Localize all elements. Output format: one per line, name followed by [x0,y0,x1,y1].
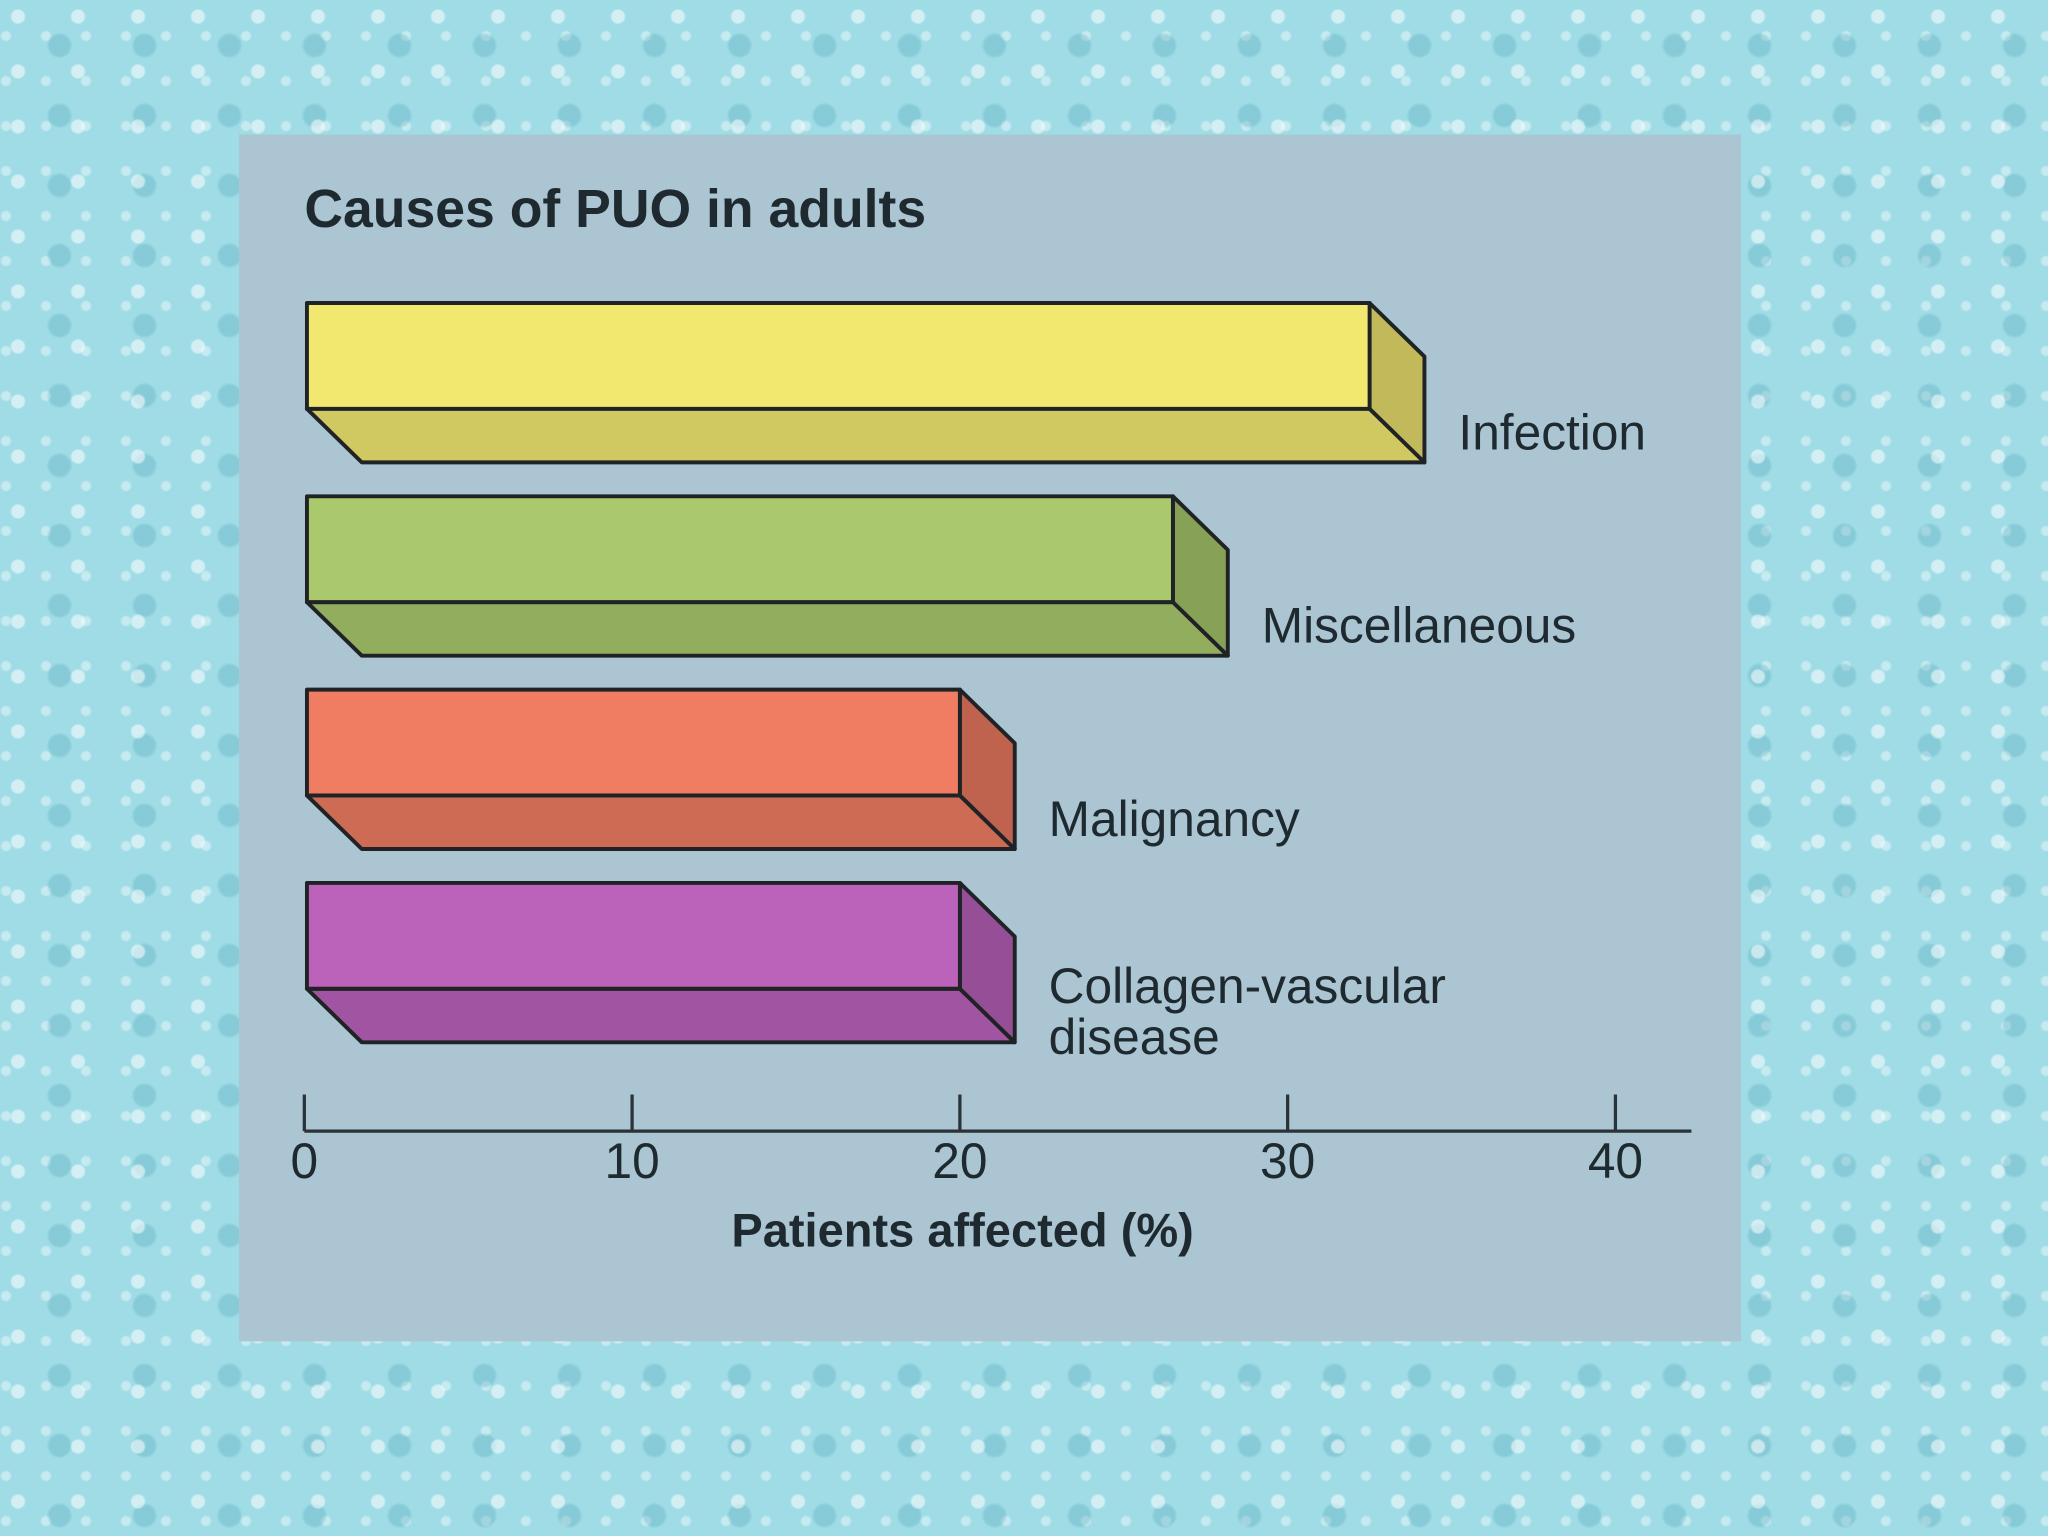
bar-group [304,687,1017,851]
bar-label-box: Collagen-vascular disease [1048,960,1446,1066]
category-label: Malignancy [1048,792,1300,848]
category-label: Collagen-vascular disease [1048,960,1446,1066]
bar-bottom-face [304,406,1427,465]
bar-label-box: Infection [1458,405,1647,461]
bar [304,494,1175,605]
bar-bottom-face [304,793,1017,851]
bar-group [304,301,1427,465]
x-tick-label: 20 [932,1133,987,1189]
x-tick-label: 0 [291,1133,319,1189]
bar-label-box: Malignancy [1048,792,1300,848]
bar-bottom-face [304,600,1230,658]
chart-title: Causes of PUO in adults [304,180,926,239]
x-axis-label: Patients affected (%) [731,1204,1193,1257]
category-label: Miscellaneous [1261,599,1577,654]
bar-group [304,494,1230,658]
bar [304,301,1372,411]
x-tick-label: 10 [604,1133,659,1189]
bar-group [304,880,1017,1045]
bar [304,880,962,991]
x-tick-label: 40 [1588,1133,1643,1189]
category-label: Infection [1458,405,1647,461]
bar-bottom-face [304,986,1017,1045]
x-tick-label: 30 [1260,1133,1315,1189]
bar [304,687,962,798]
bar-label-box: Miscellaneous [1261,599,1577,654]
